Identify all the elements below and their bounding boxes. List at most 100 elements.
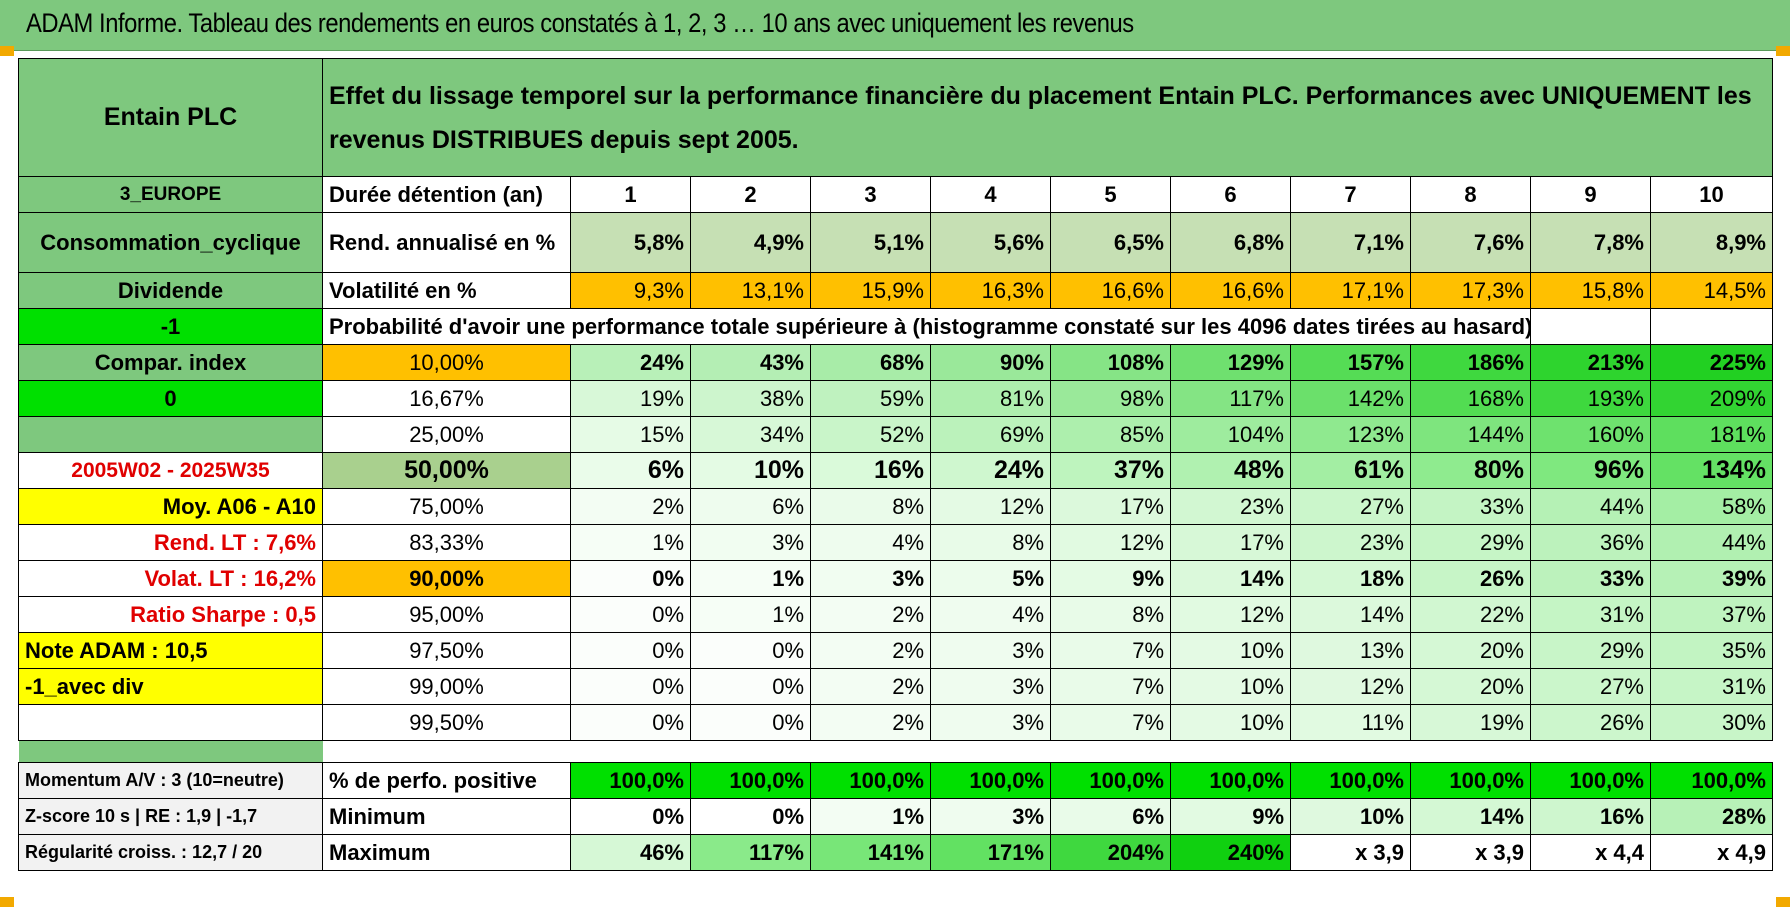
probability-cell: 96%	[1530, 452, 1651, 489]
region-label: 3_EUROPE	[18, 176, 323, 213]
probability-cell: 29%	[1530, 632, 1651, 669]
probability-cell: 10%	[690, 452, 811, 489]
probability-cell: 33%	[1410, 488, 1531, 525]
probability-threshold: 75,00%	[322, 488, 571, 525]
probability-cell: 17%	[1050, 488, 1171, 525]
summary-cell: 46%	[570, 834, 691, 871]
summary-cell: x 4,4	[1530, 834, 1651, 871]
volatility-cell: 9,3%	[570, 272, 691, 309]
probability-cell: 7%	[1050, 632, 1171, 669]
probability-cell: 0%	[690, 704, 811, 741]
probability-threshold: 90,00%	[322, 560, 571, 597]
probability-threshold: 10,00%	[322, 344, 571, 381]
annual-return-cell: 5,1%	[810, 212, 931, 273]
spacer-cell	[323, 741, 1773, 763]
probability-threshold: 83,33%	[322, 524, 571, 561]
probability-cell: 26%	[1410, 560, 1531, 597]
probability-threshold: 25,00%	[322, 416, 571, 453]
volatility-cell: 16,3%	[930, 272, 1051, 309]
summary-row: Z-score 10 s | RE : 1,9 | -1,7 Minimum 0% 0…	[18, 798, 1773, 835]
probability-cell: 23%	[1290, 524, 1411, 561]
probability-cell: 4%	[810, 524, 931, 561]
annual-return-cell: 7,6%	[1410, 212, 1531, 273]
probability-cell: 52%	[810, 416, 931, 453]
probability-cell: 7%	[1050, 704, 1171, 741]
probability-cell: 7%	[1050, 668, 1171, 705]
probability-cell: 13%	[1290, 632, 1411, 669]
summary-cell: 6%	[1050, 798, 1171, 835]
adam-note-label: Note ADAM : 10,5	[18, 632, 323, 669]
probability-cell: 0%	[690, 632, 811, 669]
probability-cell: 129%	[1170, 344, 1291, 381]
volatility-cell: 15,9%	[810, 272, 931, 309]
summary-cell: 1%	[810, 798, 931, 835]
probability-cell: 1%	[570, 524, 691, 561]
minimum-label: Minimum	[322, 798, 571, 835]
probability-cell: 12%	[1050, 524, 1171, 561]
probability-row: 2005W02 - 2025W35 50,00% 6% 10% 16% 24% 37% 48%…	[18, 452, 1773, 489]
probability-cell: 157%	[1290, 344, 1411, 381]
probability-cell: 90%	[930, 344, 1051, 381]
summary-cell: 100,0%	[810, 762, 931, 799]
regularity-label: Régularité croiss. : 12,7 / 20	[18, 834, 323, 871]
probability-threshold: 99,00%	[322, 668, 571, 705]
volatility-cell: 16,6%	[1170, 272, 1291, 309]
corner-marker	[0, 46, 14, 56]
probability-threshold: 97,50%	[322, 632, 571, 669]
year-header: 7	[1290, 176, 1411, 213]
probability-threshold: 16,67%	[322, 380, 571, 417]
probability-cell: 38%	[690, 380, 811, 417]
probability-cell: 2%	[810, 668, 931, 705]
probability-cell: 85%	[1050, 416, 1171, 453]
probability-cell: 23%	[1170, 488, 1291, 525]
probability-cell: 30%	[1650, 704, 1773, 741]
probability-cell: 11%	[1290, 704, 1411, 741]
probability-cell: 108%	[1050, 344, 1171, 381]
probability-cell: 44%	[1530, 488, 1651, 525]
probability-cell: 160%	[1530, 416, 1651, 453]
probability-cell: 193%	[1530, 380, 1651, 417]
probability-cell: 2%	[810, 596, 931, 633]
probability-cell: 81%	[930, 380, 1051, 417]
probability-cell: 104%	[1170, 416, 1291, 453]
volatility-cell: 14,5%	[1650, 272, 1773, 309]
corner-marker	[1776, 46, 1790, 56]
flag-minus-one: -1	[18, 308, 323, 345]
flag-zero: 0	[18, 380, 323, 417]
annual-return-cell: 6,8%	[1170, 212, 1291, 273]
rend-lt-label: Rend. LT : 7,6%	[18, 524, 323, 561]
summary-cell: 171%	[930, 834, 1051, 871]
probability-cell: 26%	[1530, 704, 1651, 741]
probability-cell: 22%	[1410, 596, 1531, 633]
type-label: Dividende	[18, 272, 323, 309]
year-header: 2	[690, 176, 811, 213]
probability-cell: 48%	[1170, 452, 1291, 489]
positive-perf-label: % de perfo. positive	[322, 762, 571, 799]
summary-cell: 100,0%	[1530, 762, 1651, 799]
annual-return-cell: 4,9%	[690, 212, 811, 273]
annual-return-cell: 7,1%	[1290, 212, 1411, 273]
holding-duration-label: Durée détention (an)	[322, 176, 571, 213]
probability-cell: 0%	[570, 596, 691, 633]
probability-cell: 2%	[570, 488, 691, 525]
summary-cell: 141%	[810, 834, 931, 871]
year-header: 8	[1410, 176, 1531, 213]
probability-row: Note ADAM : 10,5 97,50% 0% 0% 2% 3% 7% 10% 13% 20…	[18, 632, 1773, 669]
probability-cell: 58%	[1650, 488, 1773, 525]
probability-cell: 69%	[930, 416, 1051, 453]
probability-cell: 31%	[1650, 668, 1773, 705]
probability-cell: 8%	[930, 524, 1051, 561]
summary-cell: 100,0%	[1410, 762, 1531, 799]
summary-cell: 3%	[930, 798, 1051, 835]
probability-cell: 123%	[1290, 416, 1411, 453]
summary-cell: x 3,9	[1410, 834, 1531, 871]
probability-row: Ratio Sharpe : 0,5 95,00% 0% 1% 2% 4% 8% 12% 14%…	[18, 596, 1773, 633]
probability-cell: 31%	[1530, 596, 1651, 633]
corner-marker	[1776, 897, 1790, 907]
probability-cell: 1%	[690, 596, 811, 633]
volatility-cell: 16,6%	[1050, 272, 1171, 309]
report-title: ADAM Informe. Tableau des rendements en …	[26, 8, 1134, 38]
probability-cell: 186%	[1410, 344, 1531, 381]
probability-cell: 19%	[1410, 704, 1531, 741]
momentum-label: Momentum A/V : 3 (10=neutre)	[18, 762, 323, 799]
